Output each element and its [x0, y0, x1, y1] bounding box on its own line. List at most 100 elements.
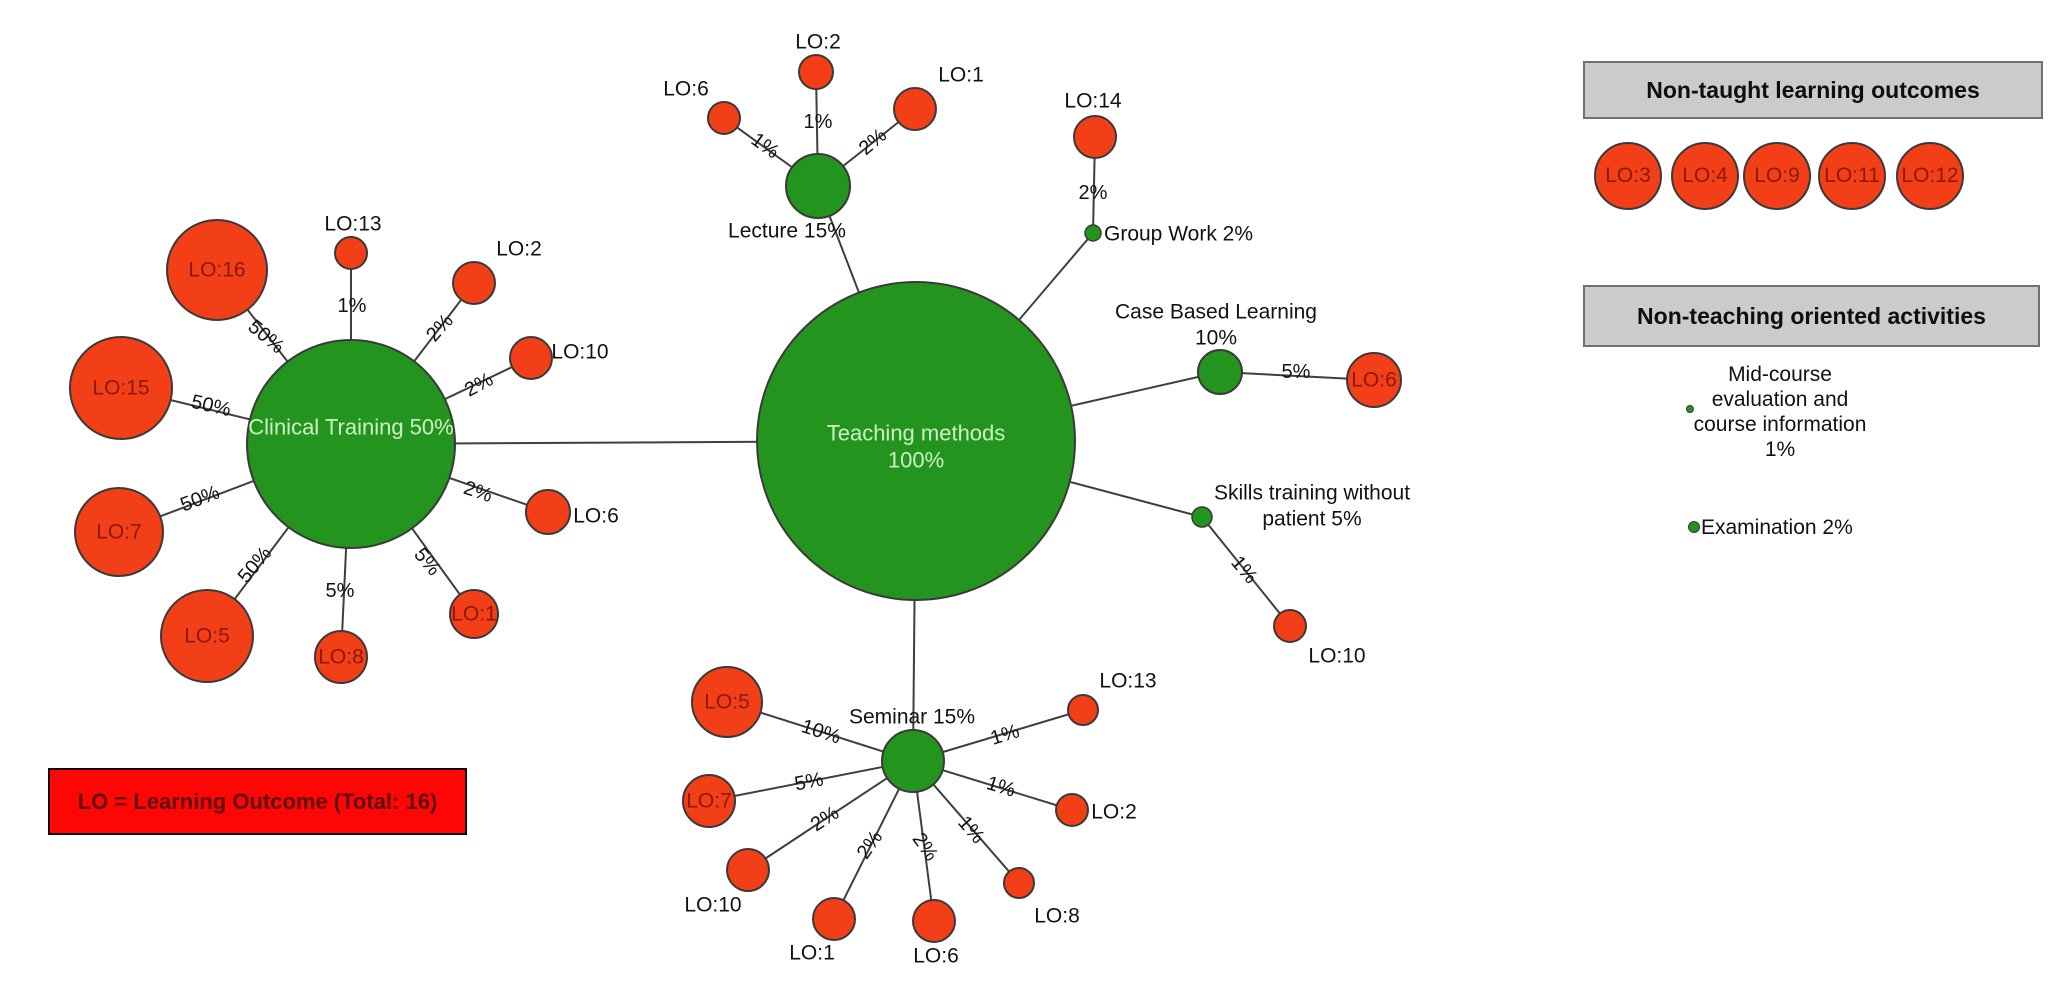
edge-label-cb-cb-lo6: 5% [1282, 361, 1311, 383]
node-sem-lo8 [1003, 867, 1035, 899]
node-gw [1084, 224, 1102, 242]
midcourse-line: Mid-course [1728, 363, 1832, 386]
non-teaching-panel-title: Non-teaching oriented activities [1637, 302, 1986, 329]
label-ct: Clinical Training 50% [248, 415, 453, 440]
label-sem-lo5: LO:5 [704, 691, 750, 714]
edge-label-gw-gw-lo14: 2% [1079, 182, 1108, 204]
label-ct-lo2: LO:2 [496, 238, 542, 261]
label-lec-lo2: LO:2 [795, 31, 841, 54]
edge-label-lecture-lec-lo2: 1% [804, 111, 833, 133]
lo-key-label: LO = Learning Outcome (Total: 16) [77, 788, 438, 814]
node-ct-lo10 [509, 336, 553, 380]
label-cb-lo6: LO:6 [1351, 369, 1397, 392]
node-sk-lo10 [1273, 609, 1307, 643]
label-sk: patient 5% [1262, 508, 1361, 531]
label-ct-lo5: LO:5 [184, 625, 230, 648]
node-sem [881, 729, 945, 793]
edge-label-ct-ct-lo1: 5% [409, 544, 445, 580]
edge-label-ct-ct-lo13: 1% [338, 295, 367, 317]
non-taught-lo-chip: LO:9 [1743, 142, 1811, 210]
edge-label-sem-sem-lo13: 1% [988, 720, 1022, 750]
node-ct-lo7 [74, 487, 164, 577]
label-lecture: Lecture 15% [728, 220, 846, 243]
edge-label-ct-ct-lo8: 5% [326, 580, 355, 602]
node-sem-lo13 [1067, 694, 1099, 726]
edge-sem-sem-lo10 [747, 760, 914, 871]
node-ct [246, 339, 456, 549]
label-sem: Seminar 15% [849, 706, 975, 729]
label-sem-lo8: LO:8 [1034, 905, 1080, 928]
node-ct-lo15 [69, 336, 173, 440]
node-ct-lo16 [166, 219, 268, 321]
node-gw-lo14 [1073, 115, 1117, 159]
midcourse-line: course information [1693, 413, 1867, 436]
edge-sk-sk-lo10 [1201, 516, 1291, 627]
node-tm [756, 281, 1076, 601]
node-lec-lo1 [893, 87, 937, 131]
non-teaching-panel-header: Non-teaching oriented activities [1583, 285, 2040, 347]
edge-label-sem-sem-lo6: 2% [908, 829, 943, 865]
node-ct-lo1 [449, 589, 499, 639]
non-taught-panel-header: Non-taught learning outcomes [1583, 61, 2043, 119]
edge-label-sem-sem-lo1: 2% [853, 827, 888, 863]
node-sem-lo5 [691, 666, 763, 738]
edge-label-ct-ct-lo5: 50% [234, 542, 277, 587]
label-cb: Case Based Learning [1115, 301, 1317, 324]
node-lec-lo6 [707, 101, 741, 135]
label-ct-lo6: LO:6 [573, 505, 619, 528]
edge-sem-sem-lo7 [708, 760, 914, 802]
lo-chip-label: LO:4 [1682, 164, 1728, 187]
lo-chip-label: LO:12 [1901, 164, 1959, 187]
edge-label-ct-ct-lo7: 50% [177, 481, 222, 516]
edge-label-sem-sem-lo5: 10% [799, 715, 844, 748]
midcourse-line: evaluation and [1711, 388, 1849, 411]
label-ct-lo16: LO:16 [188, 259, 245, 282]
node-sk [1191, 506, 1213, 528]
edge-label-ct-ct-lo2: 2% [422, 310, 458, 346]
node-sem-lo7 [682, 774, 736, 828]
node-sem-lo1 [812, 897, 856, 941]
edge-label-ct-ct-lo6: 2% [461, 477, 496, 507]
node-sem-lo2 [1055, 793, 1089, 827]
non-taught-lo-chip: LO:12 [1896, 142, 1964, 210]
lo-chip-label: LO:3 [1605, 164, 1651, 187]
label-ct-lo1: LO:1 [451, 603, 497, 626]
edge-label-ct-ct-lo16: 50% [244, 316, 289, 359]
label-sem-lo13: LO:13 [1099, 670, 1156, 693]
label-cb: 10% [1195, 327, 1237, 350]
label-sem-lo1: LO:1 [789, 942, 835, 965]
label-lec-lo1: LO:1 [938, 64, 984, 87]
non-taught-lo-chip: LO:11 [1818, 142, 1886, 210]
node-ct-lo2 [452, 261, 496, 305]
label-gw-lo14: LO:14 [1064, 90, 1122, 113]
edge-label-sem-sem-lo7: 5% [793, 768, 826, 795]
edge-label-lecture-lec-lo6: 1% [747, 129, 783, 164]
non-taught-lo-chip: LO:3 [1594, 142, 1662, 210]
node-cb-lo6 [1346, 352, 1402, 408]
node-lec-lo2 [798, 54, 834, 90]
node-ct-lo6 [525, 489, 571, 535]
midcourse-dot-icon [1686, 405, 1694, 413]
label-sk-lo10: LO:10 [1308, 645, 1365, 668]
label-lec-lo6: LO:6 [663, 78, 709, 101]
examination-activity-label: Examination 2% [1701, 516, 1853, 539]
label-ct-lo15: LO:15 [92, 377, 149, 400]
non-taught-panel-title: Non-taught learning outcomes [1646, 76, 1980, 103]
label-sem-lo2: LO:2 [1091, 801, 1137, 824]
label-sem-lo6: LO:6 [913, 945, 959, 968]
label-sem-lo7: LO:7 [686, 790, 732, 813]
edge-label-sk-sk-lo10: 1% [1226, 552, 1262, 588]
edge-label-sem-sem-lo2: 1% [984, 772, 1018, 802]
label-ct-lo8: LO:8 [318, 646, 364, 669]
node-ct-lo5 [160, 589, 254, 683]
non-taught-lo-chip: LO:4 [1671, 142, 1739, 210]
edge-label-ct-ct-lo15: 50% [189, 391, 233, 421]
node-sem-lo10 [726, 848, 770, 892]
lo-chip-label: LO:9 [1754, 164, 1800, 187]
label-ct-lo13: LO:13 [324, 213, 381, 236]
label-tm: 100% [888, 448, 944, 473]
label-sk: Skills training without [1214, 482, 1410, 505]
lo-chip-label: LO:11 [1824, 164, 1880, 187]
